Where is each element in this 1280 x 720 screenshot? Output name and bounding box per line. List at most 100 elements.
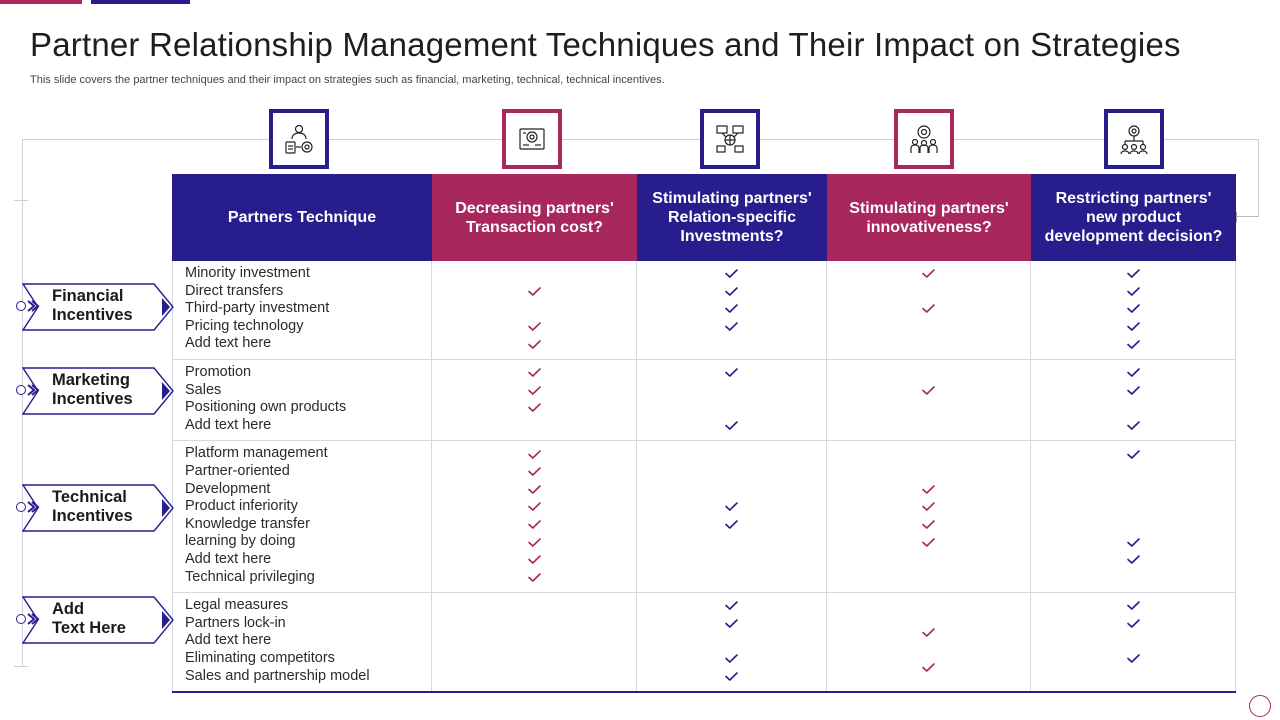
check-icon [522,463,546,481]
chevron-right-icon [27,384,40,396]
check-icon [917,498,941,516]
connector-dot [16,614,26,624]
guide-line-top [22,139,1259,140]
techniques-table: Partners Technique Decreasing partners' … [172,174,1236,694]
technique-item: Knowledge transfer [185,515,310,532]
guide-tick [14,200,28,201]
check-icon [917,624,941,642]
technique-item: Sales [185,381,222,398]
check-icon [1121,300,1145,318]
technique-cell: Platform management Partner-oriented Devel… [172,441,432,593]
technique-item: Add text here [185,416,272,433]
relation-investment-icon [700,109,760,169]
slide-subtitle: This slide covers the partner techniques… [30,74,665,86]
check-icon [522,335,546,353]
table-row: Minority investment Direct transfers Third… [172,261,1236,360]
check-icon [720,668,744,686]
incentive-label-text: Technical Incentives [52,488,170,526]
table-header: Partners Technique Decreasing partners' … [172,174,1236,261]
corner-circle [1249,695,1271,717]
label-arrow-shape [22,367,174,415]
transaction-cost-icon [502,109,562,169]
label-line-1: Add [52,600,85,618]
product-development-cell [1031,360,1236,441]
label-line-2: Text Here [52,619,126,637]
relation-investments-cell [637,441,827,593]
chevron-right-icon [27,613,40,625]
check-icon [522,399,546,417]
relation-investments-cell [637,593,827,692]
header-product-development: Restricting partners' new product develo… [1031,174,1236,261]
label-line-1: Technical [52,488,127,506]
slide-title: Partner Relationship Management Techniqu… [30,26,1181,63]
header-relation-investments: Stimulating partners' Relation-specific … [637,174,827,261]
technique-item: Positioning own products [185,399,347,416]
technique-item: Legal measures [185,597,289,614]
technique-item: learning by doing [185,533,296,550]
check-icon [522,283,546,301]
check-icon [1121,265,1145,283]
technique-item: Eliminating competitors [185,649,335,666]
check-icon [917,533,941,551]
label-line-1: Marketing [52,371,130,389]
technique-item: Platform management [185,445,328,462]
technique-item: Minority investment [185,265,310,281]
relation-investments-cell [637,360,827,441]
check-icon [1121,615,1145,633]
technique-item: Partner-oriented [185,462,290,479]
product-development-cell [1031,441,1236,593]
innovativeness-cell [827,593,1031,692]
check-icon [1121,318,1145,336]
connector-dot [16,301,26,311]
transaction-cost-cell [432,441,637,593]
partner-techniques-icon [269,109,329,169]
technique-item: Promotion [185,364,252,380]
chevron-right-icon [27,300,40,312]
check-icon [1121,417,1145,435]
check-icon [720,597,744,615]
check-icon [522,318,546,336]
check-icon [522,364,546,382]
check-icon [522,551,546,569]
check-icon [720,318,744,336]
technique-cell: Minority investment Direct transfers Third… [172,261,432,359]
innovativeness-cell [827,441,1031,593]
check-icon [720,615,744,633]
technique-cell: Legal measures Partners lock-in Add text h… [172,593,432,692]
check-icon [720,650,744,668]
technique-item: Third-party investment [185,300,330,317]
check-icon [720,300,744,318]
check-icon [1121,335,1145,353]
incentive-label-text: Financial Incentives [52,287,170,325]
label-line-1: Financial [52,287,124,305]
product-development-icon [1104,109,1164,169]
innovativeness-icon [894,109,954,169]
check-icon [917,516,941,534]
check-icon [1121,382,1145,400]
header-transaction-cost: Decreasing partners' Transaction cost? [432,174,637,261]
check-icon [720,265,744,283]
check-icon [917,265,941,283]
check-icon [1121,445,1145,463]
check-icon [522,516,546,534]
check-icon [522,481,546,499]
incentive-label-text: Marketing Incentives [52,371,170,409]
innovativeness-cell [827,360,1031,441]
technique-item: Direct transfers [185,282,284,299]
table-body: Minority investment Direct transfers Third… [172,261,1236,692]
guide-tick [14,666,28,667]
technique-item: Add text here [185,632,272,649]
technique-item: Technical privileging [185,568,315,585]
guide-line-right [1258,139,1259,217]
check-icon [1121,551,1145,569]
technique-item: Partners lock-in [185,614,286,631]
connector-stub [1237,216,1259,217]
guide-line-left [22,139,23,667]
check-icon [522,533,546,551]
chevron-right-icon [27,501,40,513]
innovativeness-cell [827,261,1031,359]
transaction-cost-cell [432,593,637,692]
check-icon [917,382,941,400]
label-line-2: Incentives [52,390,133,408]
check-icon [917,659,941,677]
